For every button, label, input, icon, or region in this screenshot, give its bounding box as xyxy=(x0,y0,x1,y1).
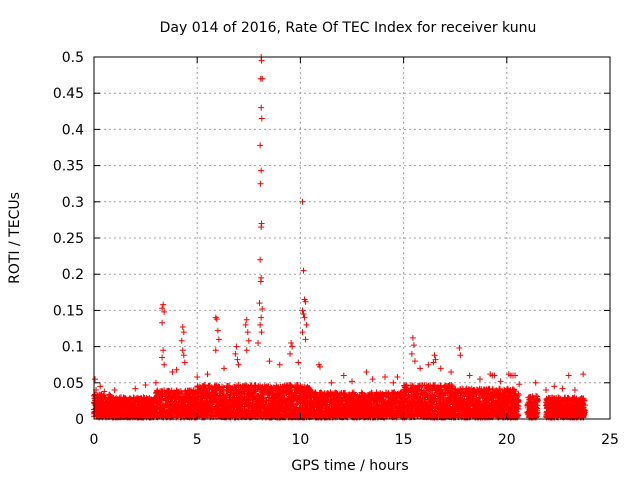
data-point-dense xyxy=(134,398,141,405)
data-point-dense xyxy=(111,401,118,408)
data-point-dense xyxy=(130,394,137,401)
data-point-dense xyxy=(91,395,98,402)
data-point-dense xyxy=(106,407,113,414)
grid-lines xyxy=(94,57,610,419)
data-point-dense xyxy=(117,394,124,401)
data-point-dense xyxy=(126,406,133,413)
data-point-dense xyxy=(99,400,106,407)
data-point-dense xyxy=(96,406,103,413)
data-point-dense xyxy=(124,413,131,420)
data-point-dense xyxy=(133,412,140,419)
data-point-dense xyxy=(134,408,141,415)
data-point-dense xyxy=(141,401,148,408)
data-point-dense xyxy=(110,413,117,420)
data-point-dense xyxy=(130,401,137,408)
data-point-dense xyxy=(121,403,128,410)
data-point-dense xyxy=(118,408,125,415)
data-point-dense xyxy=(141,408,148,415)
data-point-dense xyxy=(136,401,143,408)
data-point-dense xyxy=(126,399,133,406)
data-point-dense xyxy=(95,402,102,409)
data-point-dense xyxy=(103,412,110,419)
data-point-dense xyxy=(102,406,109,413)
data-point-dense xyxy=(138,398,145,405)
data-point-dense xyxy=(147,402,154,409)
data-point-dense xyxy=(127,395,134,402)
data-point-dense xyxy=(96,397,103,404)
data-point-dense xyxy=(116,402,123,409)
data-point-dense xyxy=(119,399,126,406)
data-point-dense xyxy=(106,391,113,398)
data-points xyxy=(91,54,588,421)
data-point-dense xyxy=(102,394,109,401)
data-point-dense xyxy=(96,392,103,399)
data-point-dense xyxy=(148,401,155,408)
data-point-dense xyxy=(95,411,102,418)
data-point-dense xyxy=(117,408,124,415)
